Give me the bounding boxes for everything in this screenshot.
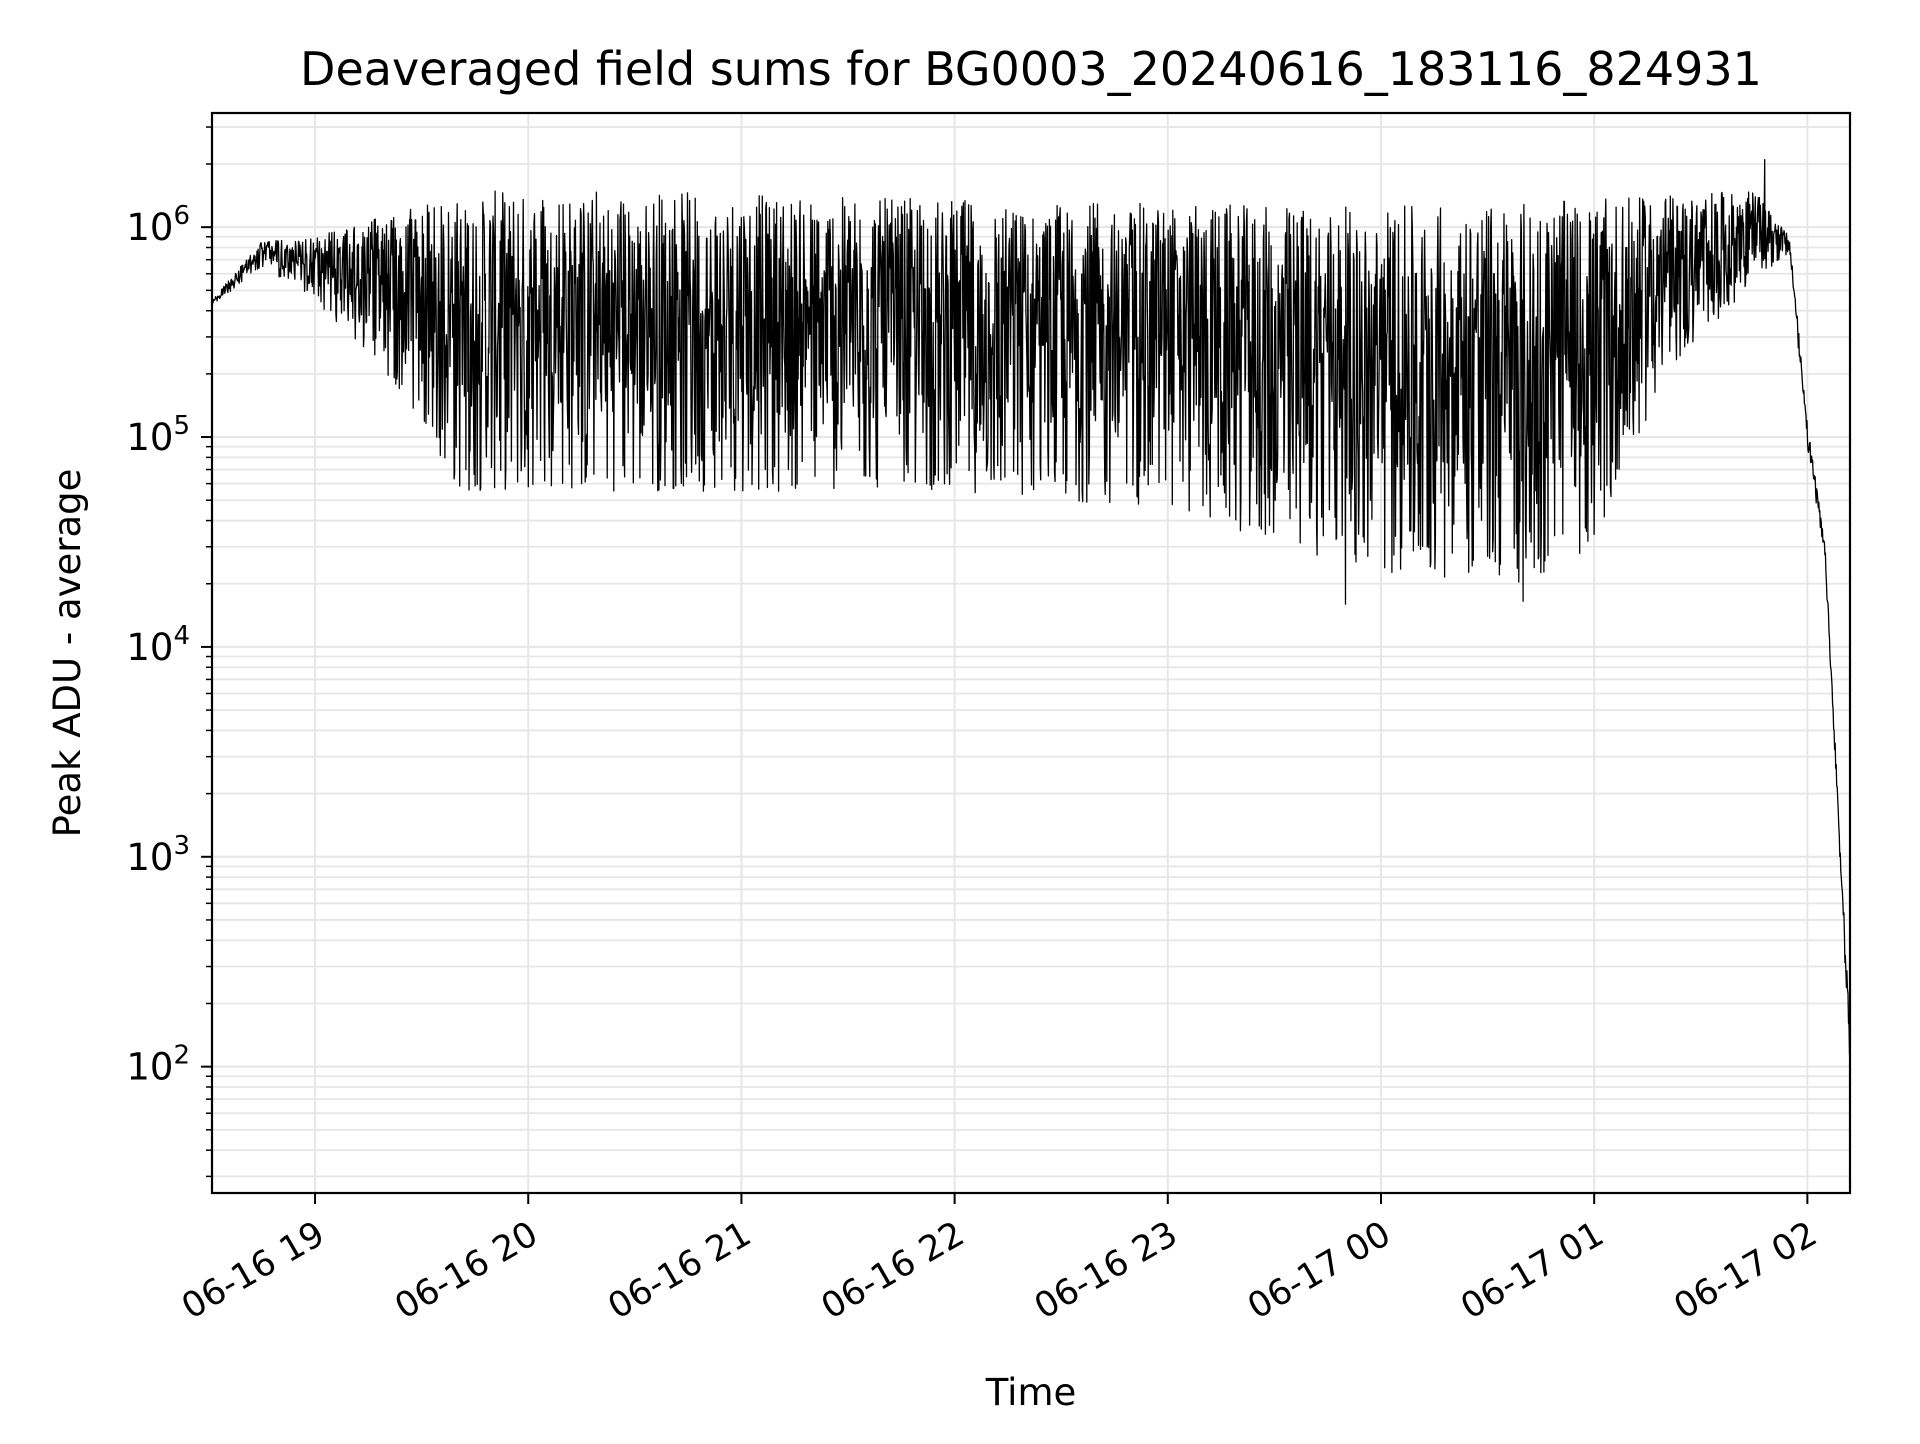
y-axis-label: Peak ADU - average [46, 469, 89, 838]
y-tick-label: 104 [126, 621, 190, 669]
series-layer [212, 158, 1850, 1056]
y-tick-label: 103 [126, 831, 190, 879]
chart-title: Deaveraged field sums for BG0003_2024061… [300, 42, 1762, 96]
series-line [212, 158, 1850, 1056]
plot-area [212, 158, 1850, 1056]
y-tick-label: 105 [126, 411, 190, 459]
y-tick-label: 106 [126, 201, 190, 249]
y-tick-label: 102 [126, 1041, 190, 1089]
x-axis-label: Time [985, 1371, 1077, 1414]
plot-frame [210, 111, 1852, 1195]
